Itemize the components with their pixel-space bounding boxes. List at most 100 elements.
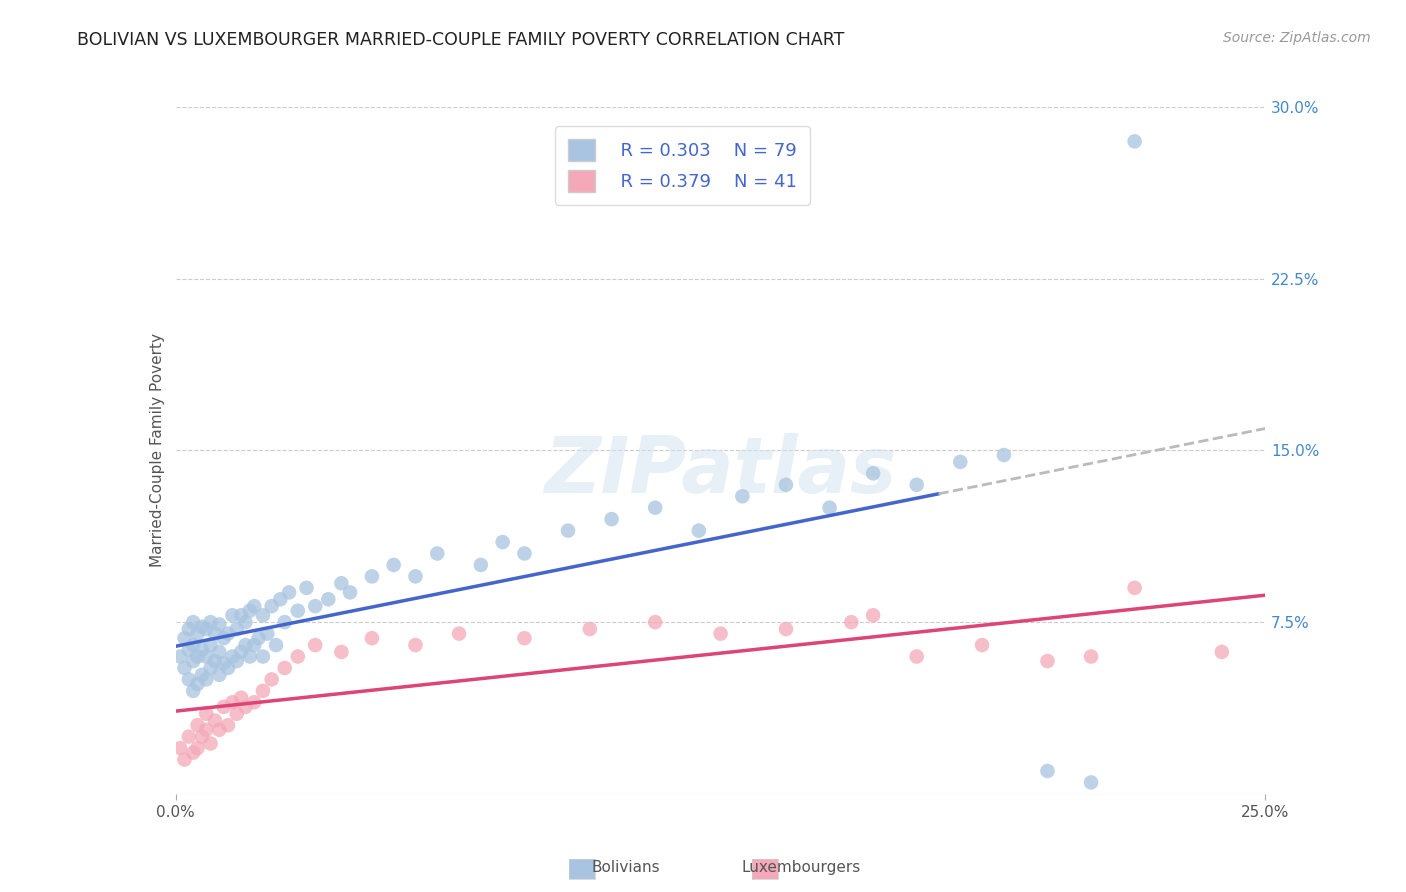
Point xyxy=(841,615,863,630)
Point xyxy=(360,631,382,645)
Point xyxy=(775,622,797,636)
Point xyxy=(243,695,266,709)
Point xyxy=(470,558,492,572)
Point xyxy=(382,558,405,572)
Point xyxy=(181,615,204,630)
Point xyxy=(200,737,222,751)
Text: Bolivians: Bolivians xyxy=(592,861,659,875)
Point xyxy=(862,608,884,623)
Point xyxy=(644,615,666,630)
Point xyxy=(260,599,283,614)
Point xyxy=(239,604,262,618)
Point xyxy=(204,714,226,728)
Legend:   R = 0.303    N = 79,   R = 0.379    N = 41: R = 0.303 N = 79, R = 0.379 N = 41 xyxy=(555,127,810,205)
Point xyxy=(295,581,318,595)
Point xyxy=(318,592,340,607)
Point xyxy=(173,661,195,675)
Point xyxy=(235,699,257,714)
Point xyxy=(247,631,270,645)
Point xyxy=(208,645,231,659)
Point xyxy=(513,631,536,645)
Point xyxy=(1036,654,1059,668)
Point xyxy=(177,673,200,687)
Point xyxy=(177,622,200,636)
Point xyxy=(949,455,972,469)
Point xyxy=(221,649,243,664)
Point xyxy=(1123,581,1146,595)
Point xyxy=(688,524,710,538)
Point xyxy=(993,448,1015,462)
Point xyxy=(243,638,266,652)
Point xyxy=(600,512,623,526)
Point xyxy=(173,753,195,767)
Point xyxy=(225,706,247,721)
Point xyxy=(186,626,209,640)
Point xyxy=(177,730,200,744)
Point xyxy=(818,500,841,515)
Point xyxy=(905,478,928,492)
Point xyxy=(1080,775,1102,789)
Point xyxy=(181,638,204,652)
Point xyxy=(177,642,200,657)
Point xyxy=(195,622,218,636)
Text: BOLIVIAN VS LUXEMBOURGER MARRIED-COUPLE FAMILY POVERTY CORRELATION CHART: BOLIVIAN VS LUXEMBOURGER MARRIED-COUPLE … xyxy=(77,31,845,49)
Point xyxy=(579,622,602,636)
Point xyxy=(235,615,257,630)
Point xyxy=(330,645,353,659)
Point xyxy=(195,723,218,737)
Y-axis label: Married-Couple Family Poverty: Married-Couple Family Poverty xyxy=(149,334,165,567)
Point xyxy=(181,683,204,698)
Point xyxy=(235,638,257,652)
Point xyxy=(513,546,536,561)
Point xyxy=(195,649,218,664)
Point xyxy=(287,649,309,664)
Point xyxy=(212,699,235,714)
Point xyxy=(217,626,239,640)
Point xyxy=(191,620,214,634)
Point xyxy=(186,677,209,691)
Point xyxy=(221,608,243,623)
Point xyxy=(557,524,579,538)
Point xyxy=(169,649,191,664)
Point xyxy=(212,657,235,671)
Text: Source: ZipAtlas.com: Source: ZipAtlas.com xyxy=(1223,31,1371,45)
Point xyxy=(186,649,209,664)
Point xyxy=(243,599,266,614)
Point xyxy=(264,638,287,652)
Point xyxy=(195,673,218,687)
Point xyxy=(225,622,247,636)
Point xyxy=(208,668,231,682)
Point xyxy=(200,661,222,675)
Point xyxy=(405,638,427,652)
Point xyxy=(278,585,301,599)
Point xyxy=(200,638,222,652)
Point xyxy=(274,661,297,675)
Point xyxy=(191,642,214,657)
Point xyxy=(304,638,326,652)
Point xyxy=(208,723,231,737)
Point xyxy=(173,631,195,645)
Point xyxy=(1080,649,1102,664)
Point xyxy=(644,500,666,515)
Point xyxy=(239,649,262,664)
Point xyxy=(710,626,733,640)
Point xyxy=(970,638,993,652)
Point xyxy=(186,741,209,756)
Point xyxy=(731,489,754,503)
Point xyxy=(426,546,449,561)
Point xyxy=(330,576,353,591)
Text: ZIPatlas: ZIPatlas xyxy=(544,433,897,509)
Point xyxy=(260,673,283,687)
Point xyxy=(186,718,209,732)
Point xyxy=(1036,764,1059,778)
Point xyxy=(274,615,297,630)
Point xyxy=(252,608,274,623)
Point xyxy=(862,467,884,481)
Point xyxy=(225,654,247,668)
Point xyxy=(191,730,214,744)
Point xyxy=(191,668,214,682)
Point xyxy=(231,608,253,623)
Point xyxy=(339,585,361,599)
Point xyxy=(405,569,427,583)
Point xyxy=(204,654,226,668)
